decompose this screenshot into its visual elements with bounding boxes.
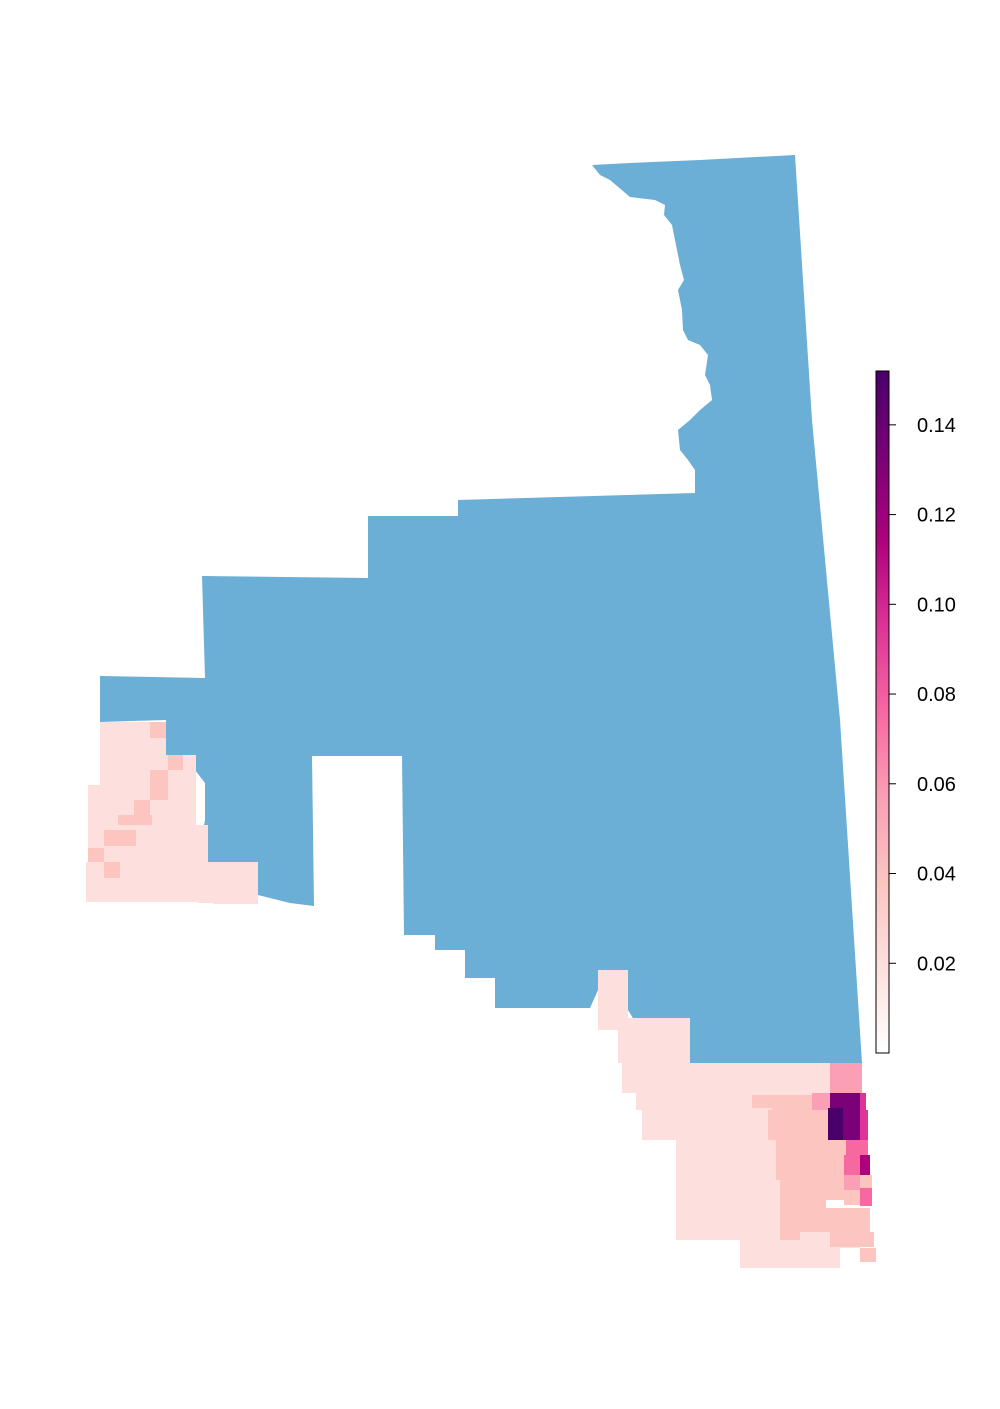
heat-cell: [860, 1248, 876, 1262]
heat-cell: [830, 1232, 860, 1247]
legend-tick-label: 0.10: [917, 594, 956, 616]
legend-ticks: 0.02 0.04 0.06 0.08 0.10 0.12 0.14: [889, 415, 956, 975]
heat-cell: [844, 1175, 860, 1190]
legend-tick-label: 0.14: [917, 415, 956, 437]
heat-cell: [676, 1180, 780, 1240]
heat-cell: [830, 1093, 845, 1110]
heat-cell: [860, 1110, 868, 1140]
heat-cell: [860, 1155, 870, 1175]
heat-cell: [104, 830, 120, 846]
heat-cell: [843, 1108, 860, 1140]
heat-cell: [776, 1140, 816, 1160]
heat-cell: [198, 862, 213, 878]
heat-cell: [816, 1160, 844, 1176]
heat-cell: [860, 1140, 868, 1155]
heat-cell: [88, 848, 104, 864]
legend-color-bar: [875, 370, 890, 1054]
heat-cell: [776, 1160, 816, 1180]
heat-cell: [104, 862, 120, 878]
heat-cell: [845, 1093, 860, 1110]
heat-cell: [168, 755, 183, 770]
heat-cell: [768, 1110, 798, 1140]
heat-cell: [844, 1155, 860, 1175]
study-region: [100, 155, 862, 1063]
heat-cell: [860, 1175, 872, 1190]
color-legend: 0.02 0.04 0.06 0.08 0.10 0.12 0.14: [875, 370, 956, 1054]
heat-cell: [618, 1018, 690, 1063]
heat-cell: [86, 862, 198, 902]
heat-cell: [752, 1095, 782, 1110]
heat-cell: [826, 1208, 844, 1232]
heat-cell: [812, 1093, 830, 1110]
heat-cell: [830, 1063, 845, 1093]
heat-cell: [120, 830, 136, 846]
heat-cell: [845, 1063, 862, 1093]
heat-cell: [798, 1110, 828, 1140]
heat-cell: [826, 1176, 844, 1200]
legend-tick-label: 0.12: [917, 505, 956, 527]
heat-cell: [860, 1093, 866, 1110]
heat-cell: [198, 878, 213, 903]
heat-cell: [782, 1095, 812, 1110]
legend-tick-label: 0.06: [917, 774, 956, 796]
heat-cell: [844, 1190, 860, 1205]
heat-cell: [150, 785, 168, 800]
heat-cell: [676, 1140, 776, 1180]
heat-cell: [828, 1108, 843, 1140]
heat-cell: [150, 770, 168, 788]
heat-cell: [150, 722, 166, 738]
heat-cell: [134, 800, 150, 815]
heat-cell: [846, 1140, 860, 1155]
heat-cell: [642, 1108, 772, 1140]
heat-cell: [780, 1176, 826, 1208]
heat-cell: [120, 878, 136, 894]
heat-grid: [86, 722, 876, 1268]
heat-cell: [213, 862, 258, 904]
legend-tick-label: 0.02: [917, 953, 956, 975]
heat-cell: [860, 1232, 874, 1247]
heat-cell: [848, 1214, 866, 1232]
heat-cell: [816, 1140, 846, 1160]
legend-tick-label: 0.04: [917, 864, 956, 886]
legend-tick-label: 0.08: [917, 684, 956, 706]
heat-cell: [860, 1188, 872, 1206]
